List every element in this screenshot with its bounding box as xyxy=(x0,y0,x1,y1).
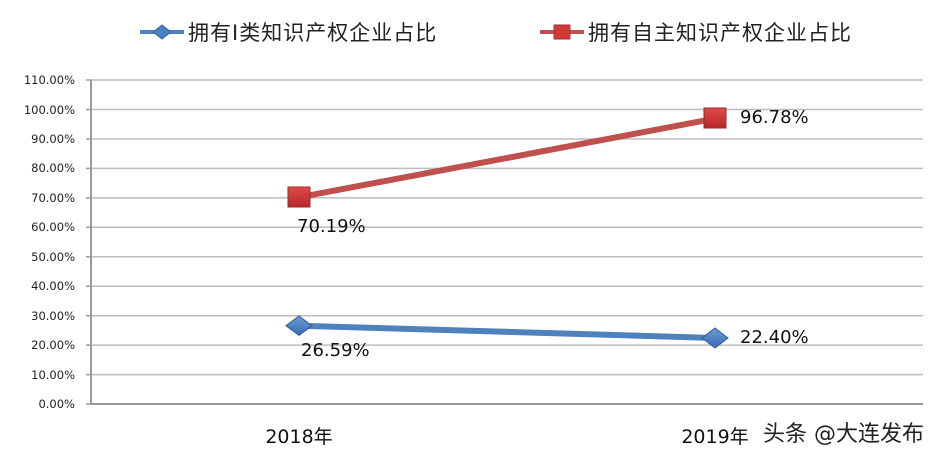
data-label-ip-class-i-2019: 22.40% xyxy=(740,327,809,348)
series-ip-class-i xyxy=(285,315,729,349)
data-label-ip-class-i-2018: 26.59% xyxy=(301,340,370,361)
legend-item-own-ip: 拥有自主知识产权企业占比 xyxy=(540,14,852,50)
y-tick-label: 20.00% xyxy=(31,338,75,353)
y-tick-label: 0.00% xyxy=(38,397,75,411)
red-square-line-icon xyxy=(540,24,584,40)
legend-label: 拥有I类知识产权企业占比 xyxy=(188,21,438,45)
data-label-own-ip-2019: 96.78% xyxy=(740,107,809,128)
data-label-own-ip-2018: 70.19% xyxy=(297,216,366,237)
y-tick-label: 30.00% xyxy=(31,308,75,323)
y-tick-label: 10.00% xyxy=(31,367,75,382)
blue-diamond-line-icon xyxy=(140,24,184,40)
y-tick-label: 90.00% xyxy=(31,132,75,146)
y-tick-label: 50.00% xyxy=(31,249,75,264)
legend-label: 拥有自主知识产权企业占比 xyxy=(588,21,852,45)
y-tick-label: 70.00% xyxy=(31,190,75,205)
y-tick-label: 110.00% xyxy=(23,73,75,87)
blue-diamond-marker xyxy=(285,315,313,337)
red-square-marker xyxy=(287,186,311,208)
y-tick-label: 80.00% xyxy=(31,161,75,176)
y-tick-label: 60.00% xyxy=(31,220,75,235)
x-tick-label-2018: 2018年 xyxy=(265,426,333,448)
y-tick-label: 40.00% xyxy=(31,279,75,294)
series-own-ip xyxy=(287,107,727,208)
x-tick-label-2019: 2019年 xyxy=(681,426,749,448)
legend-item-ip-class-i: 拥有I类知识产权企业占比 xyxy=(140,14,437,50)
watermark-text: 头条 @大连发布 xyxy=(763,422,924,447)
gridlines xyxy=(91,79,923,376)
chart-legend: 拥有I类知识产权企业占比 拥有自主知识产权企业占比 xyxy=(0,14,949,50)
red-square-marker xyxy=(703,107,727,129)
blue-diamond-marker xyxy=(701,327,729,349)
y-tick-label: 100.00% xyxy=(23,102,75,117)
